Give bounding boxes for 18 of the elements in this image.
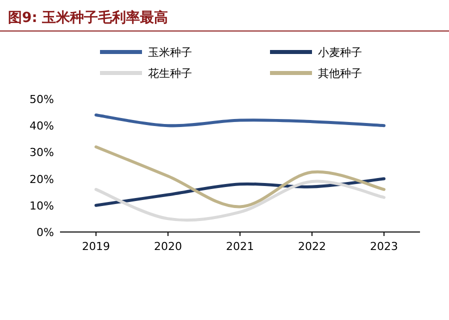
legend-label: 玉米种子 — [148, 46, 192, 59]
legend-label: 小麦种子 — [318, 46, 362, 59]
x-tick-label: 2023 — [370, 240, 398, 253]
x-tick-label: 2019 — [82, 240, 110, 253]
x-tick-label: 2020 — [154, 240, 182, 253]
line-series — [94, 145, 386, 208]
y-tick-label: 20% — [30, 172, 54, 186]
line-series — [94, 113, 386, 128]
y-tick-label: 10% — [30, 199, 54, 212]
legend-label: 其他种子 — [318, 67, 362, 80]
x-tick-label: 2022 — [298, 240, 326, 253]
x-tick-label: 2021 — [226, 240, 254, 253]
y-tick-label: 30% — [30, 146, 54, 160]
chart-title: 图9: 玉米种子毛利率最高 — [8, 9, 168, 26]
y-tick-label: 40% — [30, 120, 54, 133]
y-tick-label: 0% — [36, 226, 54, 239]
legend-label: 花生种子 — [148, 67, 192, 80]
y-tick-label: 50% — [30, 93, 54, 106]
